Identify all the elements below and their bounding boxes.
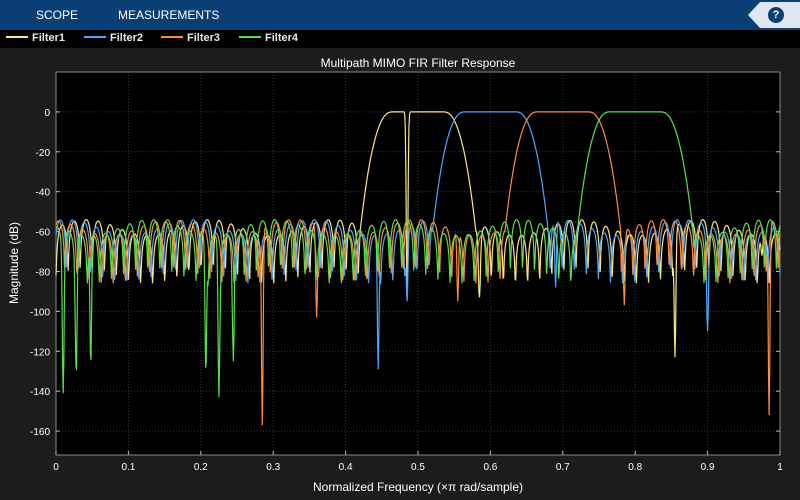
y-tick-label: -60 <box>36 228 51 239</box>
y-axis-label: Magnitude (dB) <box>7 222 21 304</box>
y-tick-label: -140 <box>30 387 50 398</box>
series-line-filter4 <box>55 111 781 398</box>
toolstrip: SCOPE MEASUREMENTS ? <box>0 0 800 30</box>
x-tick-label: 0.4 <box>339 462 353 473</box>
x-tick-label: 0.7 <box>556 462 570 473</box>
legend-item-filter1[interactable]: Filter1 <box>6 32 65 46</box>
help-icon[interactable]: ? <box>768 7 784 23</box>
legend-label: Filter4 <box>265 32 299 44</box>
y-tick-label: -120 <box>30 347 50 358</box>
legend-label: Filter1 <box>32 32 66 44</box>
series-lines <box>55 111 781 426</box>
y-tick-label: 0 <box>44 108 50 119</box>
y-tick-label: -20 <box>36 148 51 159</box>
y-tick-label: -160 <box>30 427 50 438</box>
ticks: 0 0.1 0.2 0.3 0.4 0.5 0.6 0.7 0.8 0.9 1 0 -20 -40 -60 -… <box>30 108 783 473</box>
legend-label: Filter3 <box>187 32 221 44</box>
y-tick-label: -80 <box>36 267 51 278</box>
y-tick-label: -100 <box>30 307 50 318</box>
legend: Filter1 Filter2 Filter3 Filter4 <box>0 30 800 48</box>
x-tick-label: 0.6 <box>483 462 497 473</box>
legend-item-filter4[interactable]: Filter4 <box>239 32 298 46</box>
x-tick-label: 0.1 <box>121 462 135 473</box>
legend-item-filter3[interactable]: Filter3 <box>161 32 220 46</box>
x-tick-label: 0.5 <box>411 462 425 473</box>
help-panel: ? <box>748 2 800 28</box>
tab-scope[interactable]: SCOPE <box>36 8 79 22</box>
y-tick-label: -40 <box>36 188 51 199</box>
legend-swatch <box>84 36 106 39</box>
legend-swatch <box>6 36 28 39</box>
tab-measurements[interactable]: MEASUREMENTS <box>118 8 220 22</box>
x-tick-label: 0.9 <box>701 462 715 473</box>
x-tick-label: 0.3 <box>266 462 280 473</box>
legend-label: Filter2 <box>110 32 144 44</box>
series-line-filter3 <box>55 111 781 426</box>
x-axis-label: Normalized Frequency (×π rad/sample) <box>313 480 523 494</box>
chart-title: Multipath MIMO FIR Filter Response <box>321 56 516 70</box>
x-tick-label: 1 <box>777 462 783 473</box>
x-tick-label: 0.2 <box>194 462 208 473</box>
legend-swatch <box>161 36 183 39</box>
legend-swatch <box>239 36 261 39</box>
x-tick-label: 0 <box>53 462 59 473</box>
series-line-filter2 <box>55 111 781 370</box>
x-tick-label: 0.8 <box>628 462 642 473</box>
legend-item-filter2[interactable]: Filter2 <box>84 32 143 46</box>
